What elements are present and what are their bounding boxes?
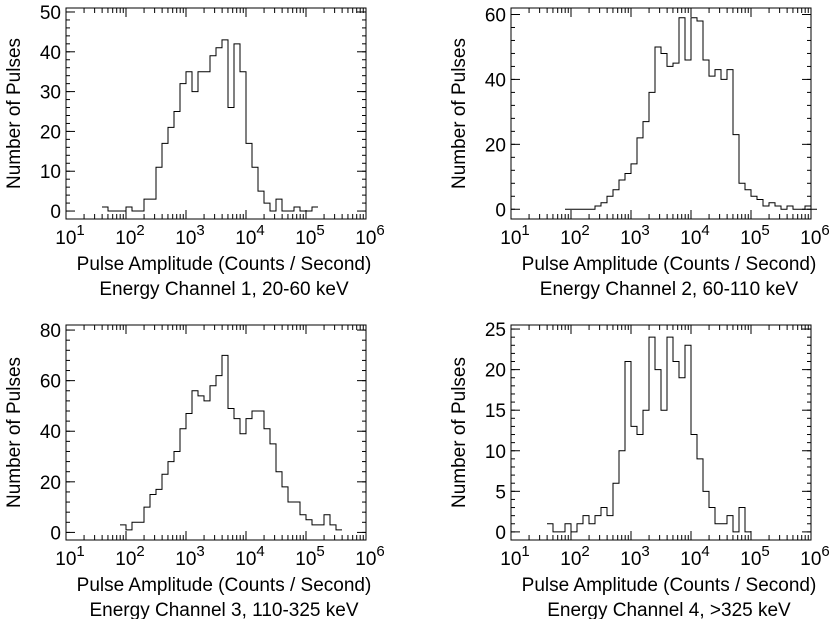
x-tick-label: 105 [295, 543, 324, 570]
y-tick-label: 50 [40, 3, 61, 24]
histogram-steps [102, 39, 318, 212]
y-tick-label: 0 [50, 523, 61, 544]
x-axis-label: Pulse Amplitude (Counts / Second) [522, 575, 817, 596]
y-tick-label: 40 [485, 70, 506, 91]
y-axis-label: Number of Pulses [449, 38, 470, 189]
y-tick-label: 20 [485, 135, 506, 156]
chart-panel-channel-1: 0 10 20 30 40 50 101 102 103 104 105 106… [4, 3, 385, 300]
x-tick-label: 102 [115, 543, 144, 570]
tick-marks [65, 8, 367, 219]
plot-background [511, 325, 811, 540]
y-axis-label: Number of Pulses [449, 357, 470, 508]
y-tick-label: 30 [40, 83, 61, 104]
x-tick-label: 102 [560, 543, 589, 570]
x-tick-label: 103 [175, 222, 204, 249]
x-tick-label: 101 [500, 222, 529, 249]
y-tick-label: 0 [50, 202, 61, 223]
tick-marks [510, 325, 812, 540]
x-tick-label: 106 [355, 543, 384, 570]
x-axis-label: Pulse Amplitude (Counts / Second) [522, 254, 817, 275]
y-axis-label: Number of Pulses [4, 357, 25, 508]
y-tick-label: 20 [485, 361, 506, 382]
x-tick-label: 106 [800, 222, 829, 249]
x-tick-label: 103 [620, 543, 649, 570]
chart-title: Energy Channel 1, 20-60 keV [99, 279, 349, 300]
y-tick-label: 25 [485, 320, 506, 341]
histogram-steps [120, 354, 342, 531]
x-tick-label: 106 [355, 222, 384, 249]
y-tick-label: 0 [495, 200, 506, 221]
chart-title: Energy Channel 3, 110-325 keV [90, 600, 359, 619]
tick-marks [65, 325, 367, 540]
x-tick-label: 106 [800, 543, 829, 570]
y-tick-label: 60 [40, 372, 61, 393]
x-tick-label: 101 [55, 222, 84, 249]
x-axis-label: Pulse Amplitude (Counts / Second) [77, 254, 372, 275]
chart-title: Energy Channel 4, >325 keV [547, 600, 791, 619]
x-tick-label: 102 [115, 222, 144, 249]
tick-marks [510, 8, 812, 219]
histogram-steps [565, 17, 817, 210]
chart-panel-channel-4: 0 5 10 15 20 25 101 102 103 104 105 106 … [449, 320, 830, 621]
x-tick-label: 101 [500, 543, 529, 570]
y-axis-label: Number of Pulses [4, 38, 25, 189]
x-tick-label: 104 [680, 222, 709, 249]
y-tick-label: 15 [485, 401, 506, 422]
x-tick-label: 103 [175, 543, 204, 570]
x-tick-label: 105 [740, 222, 769, 249]
y-tick-label: 5 [495, 482, 506, 503]
chart-panel-channel-3: 0 20 40 60 80 101 102 103 104 105 106 Nu… [4, 321, 385, 621]
x-tick-label: 103 [620, 222, 649, 249]
y-tick-label: 40 [40, 422, 61, 443]
y-tick-label: 10 [485, 442, 506, 463]
y-tick-label: 20 [40, 122, 61, 143]
x-tick-label: 105 [295, 222, 324, 249]
y-tick-label: 80 [40, 321, 61, 342]
chart-panel-channel-2: 0 20 40 60 101 102 103 104 105 106 Numbe… [449, 5, 830, 300]
x-axis-label: Pulse Amplitude (Counts / Second) [77, 575, 372, 596]
plot-background [66, 8, 366, 219]
plot-background [511, 8, 811, 219]
x-tick-label: 105 [740, 543, 769, 570]
x-tick-label: 104 [235, 543, 264, 570]
y-tick-label: 40 [40, 43, 61, 64]
plot-background [66, 325, 366, 540]
y-tick-label: 20 [40, 473, 61, 494]
x-tick-label: 101 [55, 543, 84, 570]
x-tick-label: 104 [235, 222, 264, 249]
x-tick-label: 104 [680, 543, 709, 570]
y-tick-label: 10 [40, 162, 61, 183]
x-tick-label: 102 [560, 222, 589, 249]
y-tick-label: 0 [495, 523, 506, 544]
histogram-steps [547, 336, 751, 533]
chart-title: Energy Channel 2, 60-110 keV [540, 279, 799, 300]
y-tick-label: 60 [485, 5, 506, 26]
